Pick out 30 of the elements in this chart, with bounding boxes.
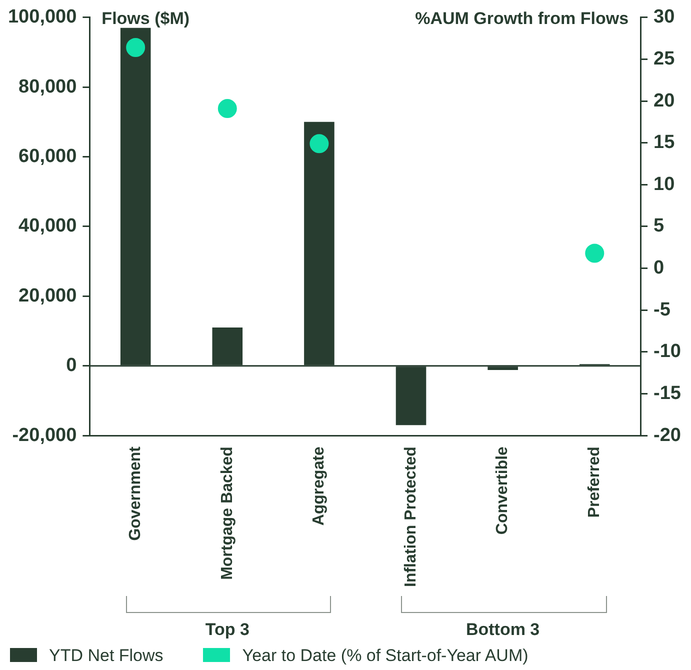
- y2-tick-label: 10: [654, 174, 675, 195]
- y2-tick-label: 25: [654, 48, 676, 70]
- y2-tick-label: 30: [654, 6, 675, 28]
- y2-axis-title: %AUM Growth from Flows: [415, 9, 629, 28]
- x-tick-label: Preferred: [586, 446, 604, 518]
- y-tick-label: 20,000: [18, 285, 77, 306]
- y-tick-label: 80,000: [18, 76, 77, 98]
- y-tick-label: 40,000: [18, 216, 77, 237]
- y-tick-label: 60,000: [18, 146, 77, 168]
- legend-label: YTD Net Flows: [48, 646, 164, 666]
- x-tick-label: Convertible: [494, 446, 512, 535]
- y2-tick-label: 15: [654, 132, 676, 154]
- y-tick-label: 100,000: [8, 6, 77, 28]
- text: Top 3: [204, 620, 250, 640]
- y2-tick-label: -10: [654, 341, 682, 362]
- x-tick-label: Inflation Protected: [402, 446, 420, 587]
- y2-tick-label: 0: [654, 258, 664, 279]
- y2-tick-label: -15: [654, 382, 682, 404]
- y2-tick-label: -5: [654, 299, 671, 320]
- y2-tick-label: 5: [654, 216, 665, 237]
- y-axis-title: Flows ($M): [102, 9, 190, 28]
- x-tick-label: Government: [126, 446, 144, 541]
- x-tick-label: Aggregate: [310, 446, 328, 526]
- y2-tick-label: -20: [654, 424, 682, 446]
- x-tick-label: Mortgage Backed: [218, 446, 236, 580]
- y-tick-label: 0: [66, 355, 77, 376]
- y2-tick-label: 20: [654, 90, 675, 112]
- text: Bottom 3: [464, 620, 541, 640]
- legend-label: Year to Date (% of Start-of-Year AUM): [241, 646, 528, 666]
- y-tick-label: -20,000: [12, 424, 77, 446]
